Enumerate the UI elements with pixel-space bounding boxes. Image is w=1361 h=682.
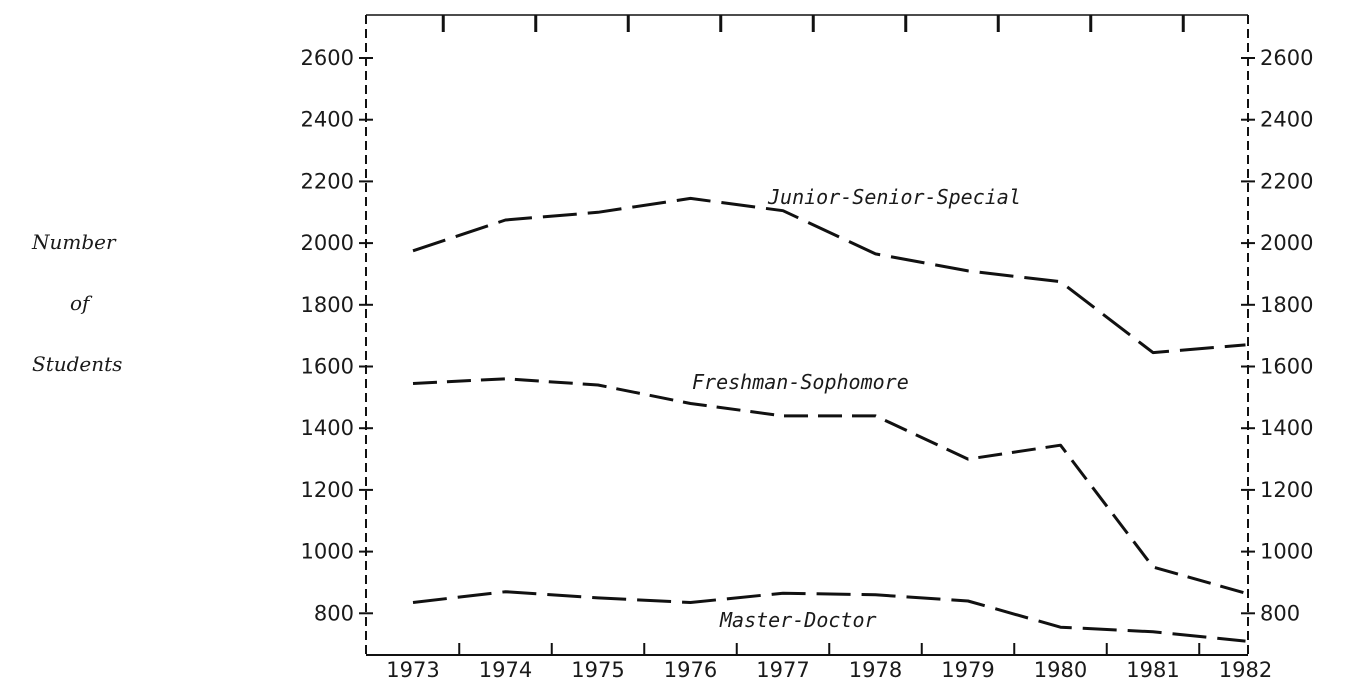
y-tick-label-left: 1400 [301,416,354,440]
x-tick-label: 1980 [1034,658,1087,682]
y-tick-label-right: 1400 [1260,416,1313,440]
series-label-1: Freshman-Sophomore [692,370,909,394]
y-tick-label-right: 800 [1260,601,1300,625]
y-tick-label-left: 2000 [301,231,354,255]
y-tick-label-left: 1800 [301,293,354,317]
x-tick-label: 1977 [756,658,809,682]
y-tick-label-right: 2600 [1260,46,1313,70]
x-axis: 1973 1974 1975 1976 1977 1978 1979 1980 1981 1982 [386,15,1272,682]
y-tick-label-left: 1600 [301,355,354,379]
series-line-2 [412,590,1246,643]
y-tick-label-right: 2400 [1260,108,1313,132]
y-tick-label-left: 1200 [301,478,354,502]
y-tick-label-right: 2000 [1260,231,1313,255]
series-line-1 [412,377,1246,595]
x-tick-label: 1974 [479,658,532,682]
y-tick-label-right: 1200 [1260,478,1313,502]
y-tick-label-left: 1000 [301,540,354,564]
x-tick-label: 1982 [1219,658,1272,682]
y-tick-label-right: 1600 [1260,355,1313,379]
y-tick-label-left: 2200 [301,169,354,193]
x-tick-label: 1975 [571,658,624,682]
series-lines: Junior-Senior-Special Freshman-Sophomore M… [412,185,1246,643]
y-tick-label-right: 1000 [1260,540,1313,564]
y-tick-label-right: 2200 [1260,169,1313,193]
x-tick-label: 1978 [849,658,902,682]
y-axis-label-line-2: of [70,291,93,315]
series-line-0 [412,196,1246,355]
y-axis-label-line-3: Students [32,352,122,376]
series-label-2: Master-Doctor [719,608,877,632]
plot-frame [365,14,1249,656]
x-tick-label: 1976 [664,658,717,682]
series-label-0: Junior-Senior-Special [767,185,1021,209]
left-y-axis: 800 1000 1200 1400 1600 1800 2000 2200 2400 2600 [301,46,373,625]
y-tick-label-right: 1800 [1260,293,1313,317]
right-y-axis: 800 1000 1200 1400 1600 1800 2000 2200 2400 2600 [1241,46,1313,625]
y-axis-label: Number of Students [31,230,122,376]
y-tick-label-left: 2600 [301,46,354,70]
y-tick-label-left: 2400 [301,108,354,132]
y-tick-label-left: 800 [314,601,354,625]
x-tick-label: 1979 [941,658,994,682]
x-tick-label: 1981 [1126,658,1179,682]
y-axis-label-line-1: Number [31,230,117,254]
x-tick-label: 1973 [386,658,439,682]
